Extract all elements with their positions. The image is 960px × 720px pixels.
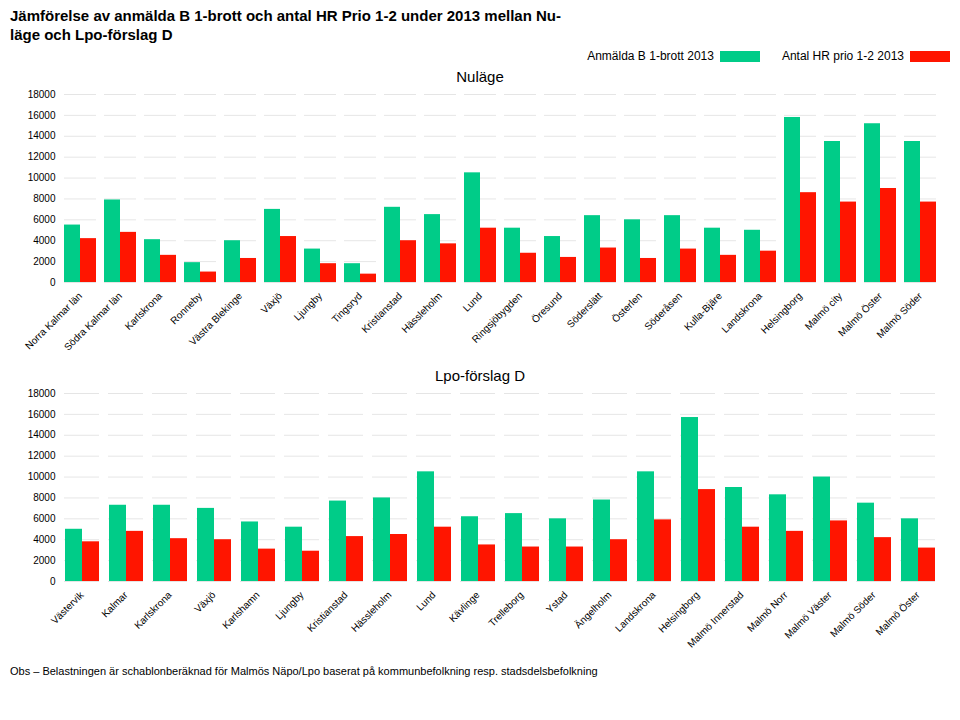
- svg-text:Lund: Lund: [461, 290, 485, 314]
- svg-text:Helsingborg: Helsingborg: [759, 290, 805, 336]
- svg-text:Ljungby: Ljungby: [273, 589, 306, 622]
- svg-text:Malmö Söder: Malmö Söder: [828, 589, 878, 639]
- svg-text:Karlshamn: Karlshamn: [220, 589, 262, 631]
- svg-text:Kristianstad: Kristianstad: [305, 589, 350, 634]
- svg-text:Landskrona: Landskrona: [613, 589, 658, 634]
- svg-text:Malmö Innerstad: Malmö Innerstad: [685, 589, 745, 649]
- svg-text:18000: 18000: [28, 89, 56, 100]
- svg-text:Kulla-Bjäre: Kulla-Bjäre: [682, 290, 725, 333]
- svg-text:Hässleholm: Hässleholm: [399, 290, 444, 335]
- svg-text:Helsingborg: Helsingborg: [656, 589, 702, 635]
- svg-text:Trelleborg: Trelleborg: [486, 589, 525, 628]
- svg-text:0: 0: [50, 277, 56, 288]
- html-text:Nuläge: Nuläge: [456, 68, 504, 85]
- svg-text:Södra Kalmar län: Södra Kalmar län: [62, 290, 124, 352]
- svg-text:10000: 10000: [28, 172, 56, 183]
- svg-text:Lund: Lund: [414, 589, 438, 613]
- svg-text:Ljungby: Ljungby: [292, 290, 325, 323]
- svg-text:Landskrona: Landskrona: [719, 290, 765, 335]
- svg-text:Ronneby: Ronneby: [168, 290, 204, 326]
- svg-text:Karlskrona: Karlskrona: [132, 589, 174, 631]
- svg-text:Kävlinge: Kävlinge: [447, 589, 482, 624]
- svg-text:Kalmar: Kalmar: [99, 589, 130, 620]
- svg-text:4000: 4000: [33, 534, 56, 545]
- svg-text:10000: 10000: [28, 471, 56, 482]
- svg-text:Hässleholm: Hässleholm: [349, 589, 394, 634]
- svg-text:12000: 12000: [28, 450, 56, 461]
- svg-text:6000: 6000: [33, 214, 56, 225]
- svg-text:16000: 16000: [28, 409, 56, 420]
- svg-text:Malmö Väster: Malmö Väster: [782, 589, 834, 641]
- svg-text:Norra Kalmar län: Norra Kalmar län: [22, 290, 85, 352]
- html-text:Obs – Belastningen är schablon: Obs – Belastningen är schablonberäknad f…: [10, 665, 598, 677]
- html-text:Antal HR prio 1-2 2013: Antal HR prio 1-2 2013: [781, 49, 904, 63]
- svg-text:Österlen: Österlen: [610, 290, 645, 325]
- svg-text:Söderslätt: Söderslätt: [565, 290, 605, 330]
- svg-text:Ängelholm: Ängelholm: [572, 589, 613, 630]
- svg-text:Växjö: Växjö: [192, 589, 218, 615]
- html-text:Lpo-förslag D: Lpo-förslag D: [435, 367, 525, 384]
- svg-text:Malmö Söder: Malmö Söder: [874, 290, 924, 340]
- svg-text:Malmö city: Malmö city: [803, 290, 845, 332]
- svg-text:2000: 2000: [33, 555, 56, 566]
- svg-text:Västra Blekinge: Västra Blekinge: [187, 290, 245, 348]
- svg-text:Västervik: Västervik: [49, 589, 87, 627]
- svg-text:8000: 8000: [33, 492, 56, 503]
- svg-text:8000: 8000: [33, 193, 56, 204]
- svg-text:Växjö: Växjö: [259, 290, 285, 316]
- svg-text:Kristianstad: Kristianstad: [359, 290, 404, 335]
- svg-text:12000: 12000: [28, 151, 56, 162]
- svg-text:Malmö Öster: Malmö Öster: [873, 589, 922, 638]
- svg-text:Malmö Norr: Malmö Norr: [745, 589, 790, 634]
- svg-text:Ringsjöbygden: Ringsjöbygden: [470, 290, 525, 345]
- svg-text:Tingsryd: Tingsryd: [330, 290, 365, 325]
- svg-text:Söderåsen: Söderåsen: [642, 290, 684, 332]
- svg-text:14000: 14000: [28, 130, 56, 141]
- svg-text:Ystad: Ystad: [544, 589, 570, 615]
- svg-text:0: 0: [50, 576, 56, 587]
- svg-text:18000: 18000: [28, 388, 56, 399]
- svg-text:Malmö Öster: Malmö Öster: [835, 290, 885, 339]
- svg-text:14000: 14000: [28, 429, 56, 440]
- svg-text:6000: 6000: [33, 513, 56, 524]
- html-text:Jämförelse av anmälda B 1-brot: Jämförelse av anmälda B 1-brott och anta…: [10, 7, 561, 43]
- svg-text:16000: 16000: [28, 110, 56, 121]
- svg-text:Öresund: Öresund: [529, 290, 564, 325]
- svg-text:4000: 4000: [33, 235, 56, 246]
- html-text:Anmälda B 1-brott 2013: Anmälda B 1-brott 2013: [587, 49, 714, 63]
- svg-text:Karlskrona: Karlskrona: [123, 290, 165, 332]
- svg-text:2000: 2000: [33, 256, 56, 267]
